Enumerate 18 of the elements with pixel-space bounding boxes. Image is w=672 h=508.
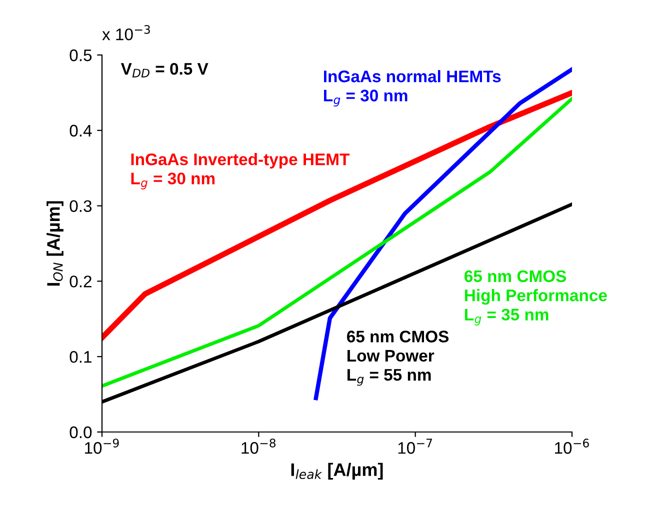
x-tick-label: 10$^{−9}$ bbox=[85, 438, 119, 454]
x-tick-label: 10$^{−8}$ bbox=[242, 438, 276, 454]
series-label: InGaAs normal HEMTs L$_{g}$ = 30 nm bbox=[324, 70, 501, 106]
y-tick-label: 0.4 bbox=[70, 124, 92, 137]
y-tick-label: 0.0 bbox=[70, 426, 92, 438]
y-tick-label: 0.1 bbox=[70, 351, 92, 363]
text: 65 nm CMOS High Performance L$_{g}$ = 35 nm bbox=[464, 270, 607, 326]
x-tick-label: 10$^{−7}$ bbox=[398, 438, 432, 454]
x-axis-title: I$_{leak}$ [A/µm] bbox=[291, 462, 383, 480]
series-label: 65 nm CMOS Low Power L$_{g}$ = 55 nm bbox=[347, 330, 449, 386]
series-label: InGaAs Inverted-type HEMT L$_{g}$ = 30 nm bbox=[131, 153, 350, 190]
y-tick-label: 0.3 bbox=[70, 200, 92, 212]
text: x 10$^{−3}$ bbox=[102, 25, 150, 40]
y-axis-title: I$_{ON}$ [A/µm] bbox=[46, 201, 64, 286]
y-tick-label: 0.5 bbox=[70, 49, 92, 62]
y-tick-label: 0.2 bbox=[70, 276, 92, 288]
x-tick-label: 10$^{−6}$ bbox=[555, 438, 589, 454]
annotation: V$_{DD}$ = 0.5 V bbox=[120, 62, 208, 78]
